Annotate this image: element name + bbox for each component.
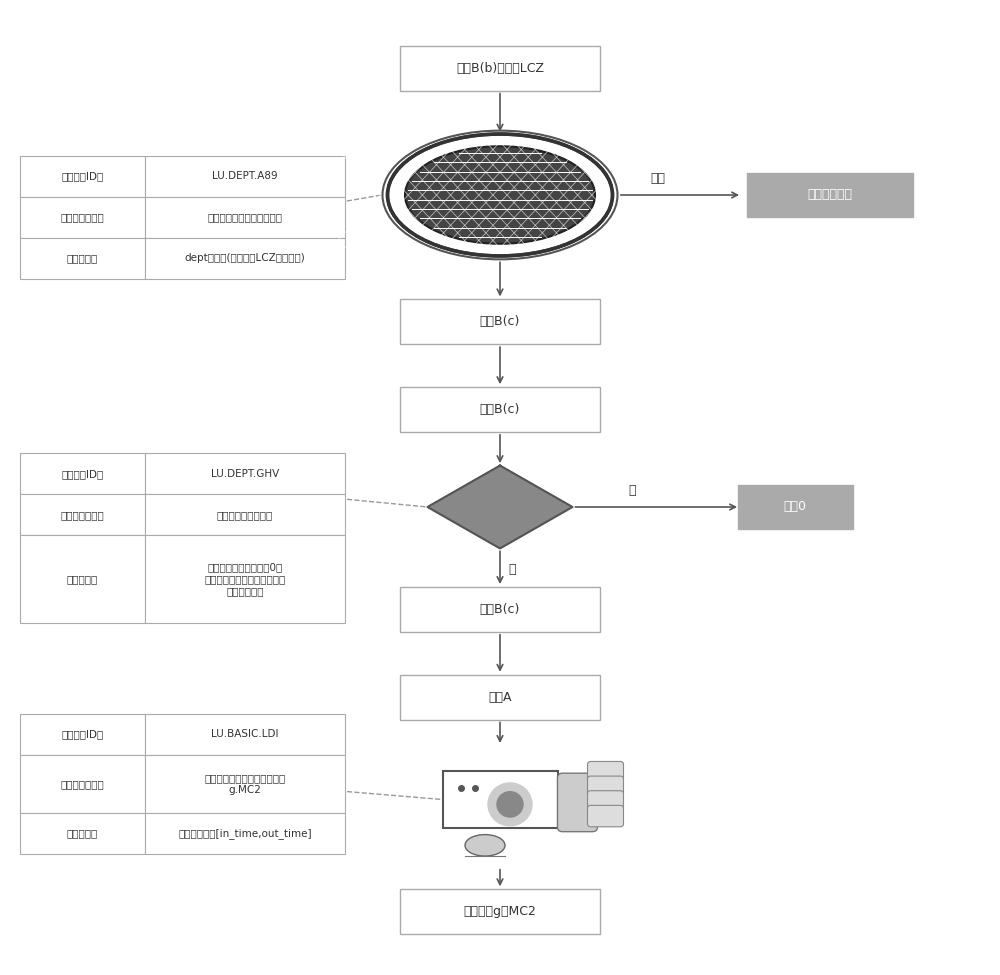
Text: 输入B(b)、参数LCZ: 输入B(b)、参数LCZ xyxy=(456,61,544,75)
Text: LU.BASIC.LDI: LU.BASIC.LDI xyxy=(211,729,279,739)
FancyBboxPatch shape xyxy=(400,46,600,91)
FancyBboxPatch shape xyxy=(20,714,145,755)
Text: 逻辑单元作用：: 逻辑单元作用： xyxy=(61,510,104,520)
Text: 判断是否有转科记录: 判断是否有转科记录 xyxy=(217,510,273,520)
FancyBboxPatch shape xyxy=(400,889,600,934)
Text: 逻辑条件：: 逻辑条件： xyxy=(67,829,98,838)
Polygon shape xyxy=(428,466,572,548)
Text: 逻辑单元作用：: 逻辑单元作用： xyxy=(61,213,104,222)
Text: dept不属于(科室参数LCZ的参数値): dept不属于(科室参数LCZ的参数値) xyxy=(185,254,305,263)
Text: 逻辑单元ID：: 逻辑单元ID： xyxy=(61,172,104,181)
Text: 输出B(c): 输出B(c) xyxy=(480,315,520,329)
FancyBboxPatch shape xyxy=(747,173,912,217)
Text: 输入B(c): 输入B(c) xyxy=(480,403,520,416)
FancyBboxPatch shape xyxy=(738,485,852,529)
FancyBboxPatch shape xyxy=(20,197,145,238)
Text: 返回0: 返回0 xyxy=(784,500,806,514)
FancyBboxPatch shape xyxy=(20,494,145,535)
Text: LU.DEPT.A89: LU.DEPT.A89 xyxy=(212,172,278,181)
Text: 输入B(c): 输入B(c) xyxy=(480,603,520,616)
FancyBboxPatch shape xyxy=(400,587,600,632)
FancyBboxPatch shape xyxy=(400,299,600,344)
FancyBboxPatch shape xyxy=(20,156,145,197)
Text: 摘取入、出院时间构建的参数
g.MC2: 摘取入、出院时间构建的参数 g.MC2 xyxy=(204,773,286,795)
Text: 输入A: 输入A xyxy=(488,690,512,704)
FancyBboxPatch shape xyxy=(588,776,624,798)
Text: 逻辑条件：: 逻辑条件： xyxy=(67,574,98,584)
FancyBboxPatch shape xyxy=(145,535,345,623)
FancyBboxPatch shape xyxy=(400,387,600,432)
Text: 逻辑单元ID：: 逻辑单元ID： xyxy=(61,469,104,479)
Text: 过滤: 过滤 xyxy=(650,173,666,185)
FancyBboxPatch shape xyxy=(145,494,345,535)
Text: 逻辑单元作用：: 逻辑单元作用： xyxy=(61,779,104,789)
FancyBboxPatch shape xyxy=(400,675,600,720)
Text: 逻辑条件：: 逻辑条件： xyxy=(67,254,98,263)
FancyBboxPatch shape xyxy=(20,453,145,494)
Circle shape xyxy=(488,783,532,826)
FancyBboxPatch shape xyxy=(558,773,598,832)
FancyBboxPatch shape xyxy=(442,771,558,828)
Text: 输出参数g．MC2: 输出参数g．MC2 xyxy=(464,905,536,918)
FancyBboxPatch shape xyxy=(145,755,345,813)
Text: 被过滤的数据: 被过滤的数据 xyxy=(808,188,852,202)
FancyBboxPatch shape xyxy=(20,238,145,279)
FancyBboxPatch shape xyxy=(145,714,345,755)
FancyBboxPatch shape xyxy=(588,761,624,783)
FancyBboxPatch shape xyxy=(20,535,145,623)
Text: 逻辑单元ID：: 逻辑单元ID： xyxy=(61,729,104,739)
Text: 否: 否 xyxy=(629,485,636,497)
FancyBboxPatch shape xyxy=(145,156,345,197)
FancyBboxPatch shape xyxy=(145,453,345,494)
Ellipse shape xyxy=(405,146,595,244)
FancyBboxPatch shape xyxy=(145,813,345,854)
Text: LU.DEPT.GHV: LU.DEPT.GHV xyxy=(211,469,279,479)
FancyBboxPatch shape xyxy=(145,238,345,279)
FancyBboxPatch shape xyxy=(20,813,145,854)
FancyBboxPatch shape xyxy=(20,755,145,813)
Text: 参数値的形式[in_time,out_time]: 参数値的形式[in_time,out_time] xyxy=(178,828,312,839)
Ellipse shape xyxy=(465,835,505,856)
Text: 过滤非对应科室的转科记录: 过滤非对应科室的转科记录 xyxy=(208,213,283,222)
Circle shape xyxy=(497,792,523,817)
FancyBboxPatch shape xyxy=(588,791,624,812)
Text: 若没有转科记录，输出0；
若有转科记录，继续下一个逻
辑单元的判断: 若没有转科记录，输出0； 若有转科记录，继续下一个逻 辑单元的判断 xyxy=(204,563,286,596)
FancyBboxPatch shape xyxy=(588,805,624,827)
Text: 是: 是 xyxy=(508,564,516,576)
FancyBboxPatch shape xyxy=(145,197,345,238)
Ellipse shape xyxy=(388,134,612,255)
